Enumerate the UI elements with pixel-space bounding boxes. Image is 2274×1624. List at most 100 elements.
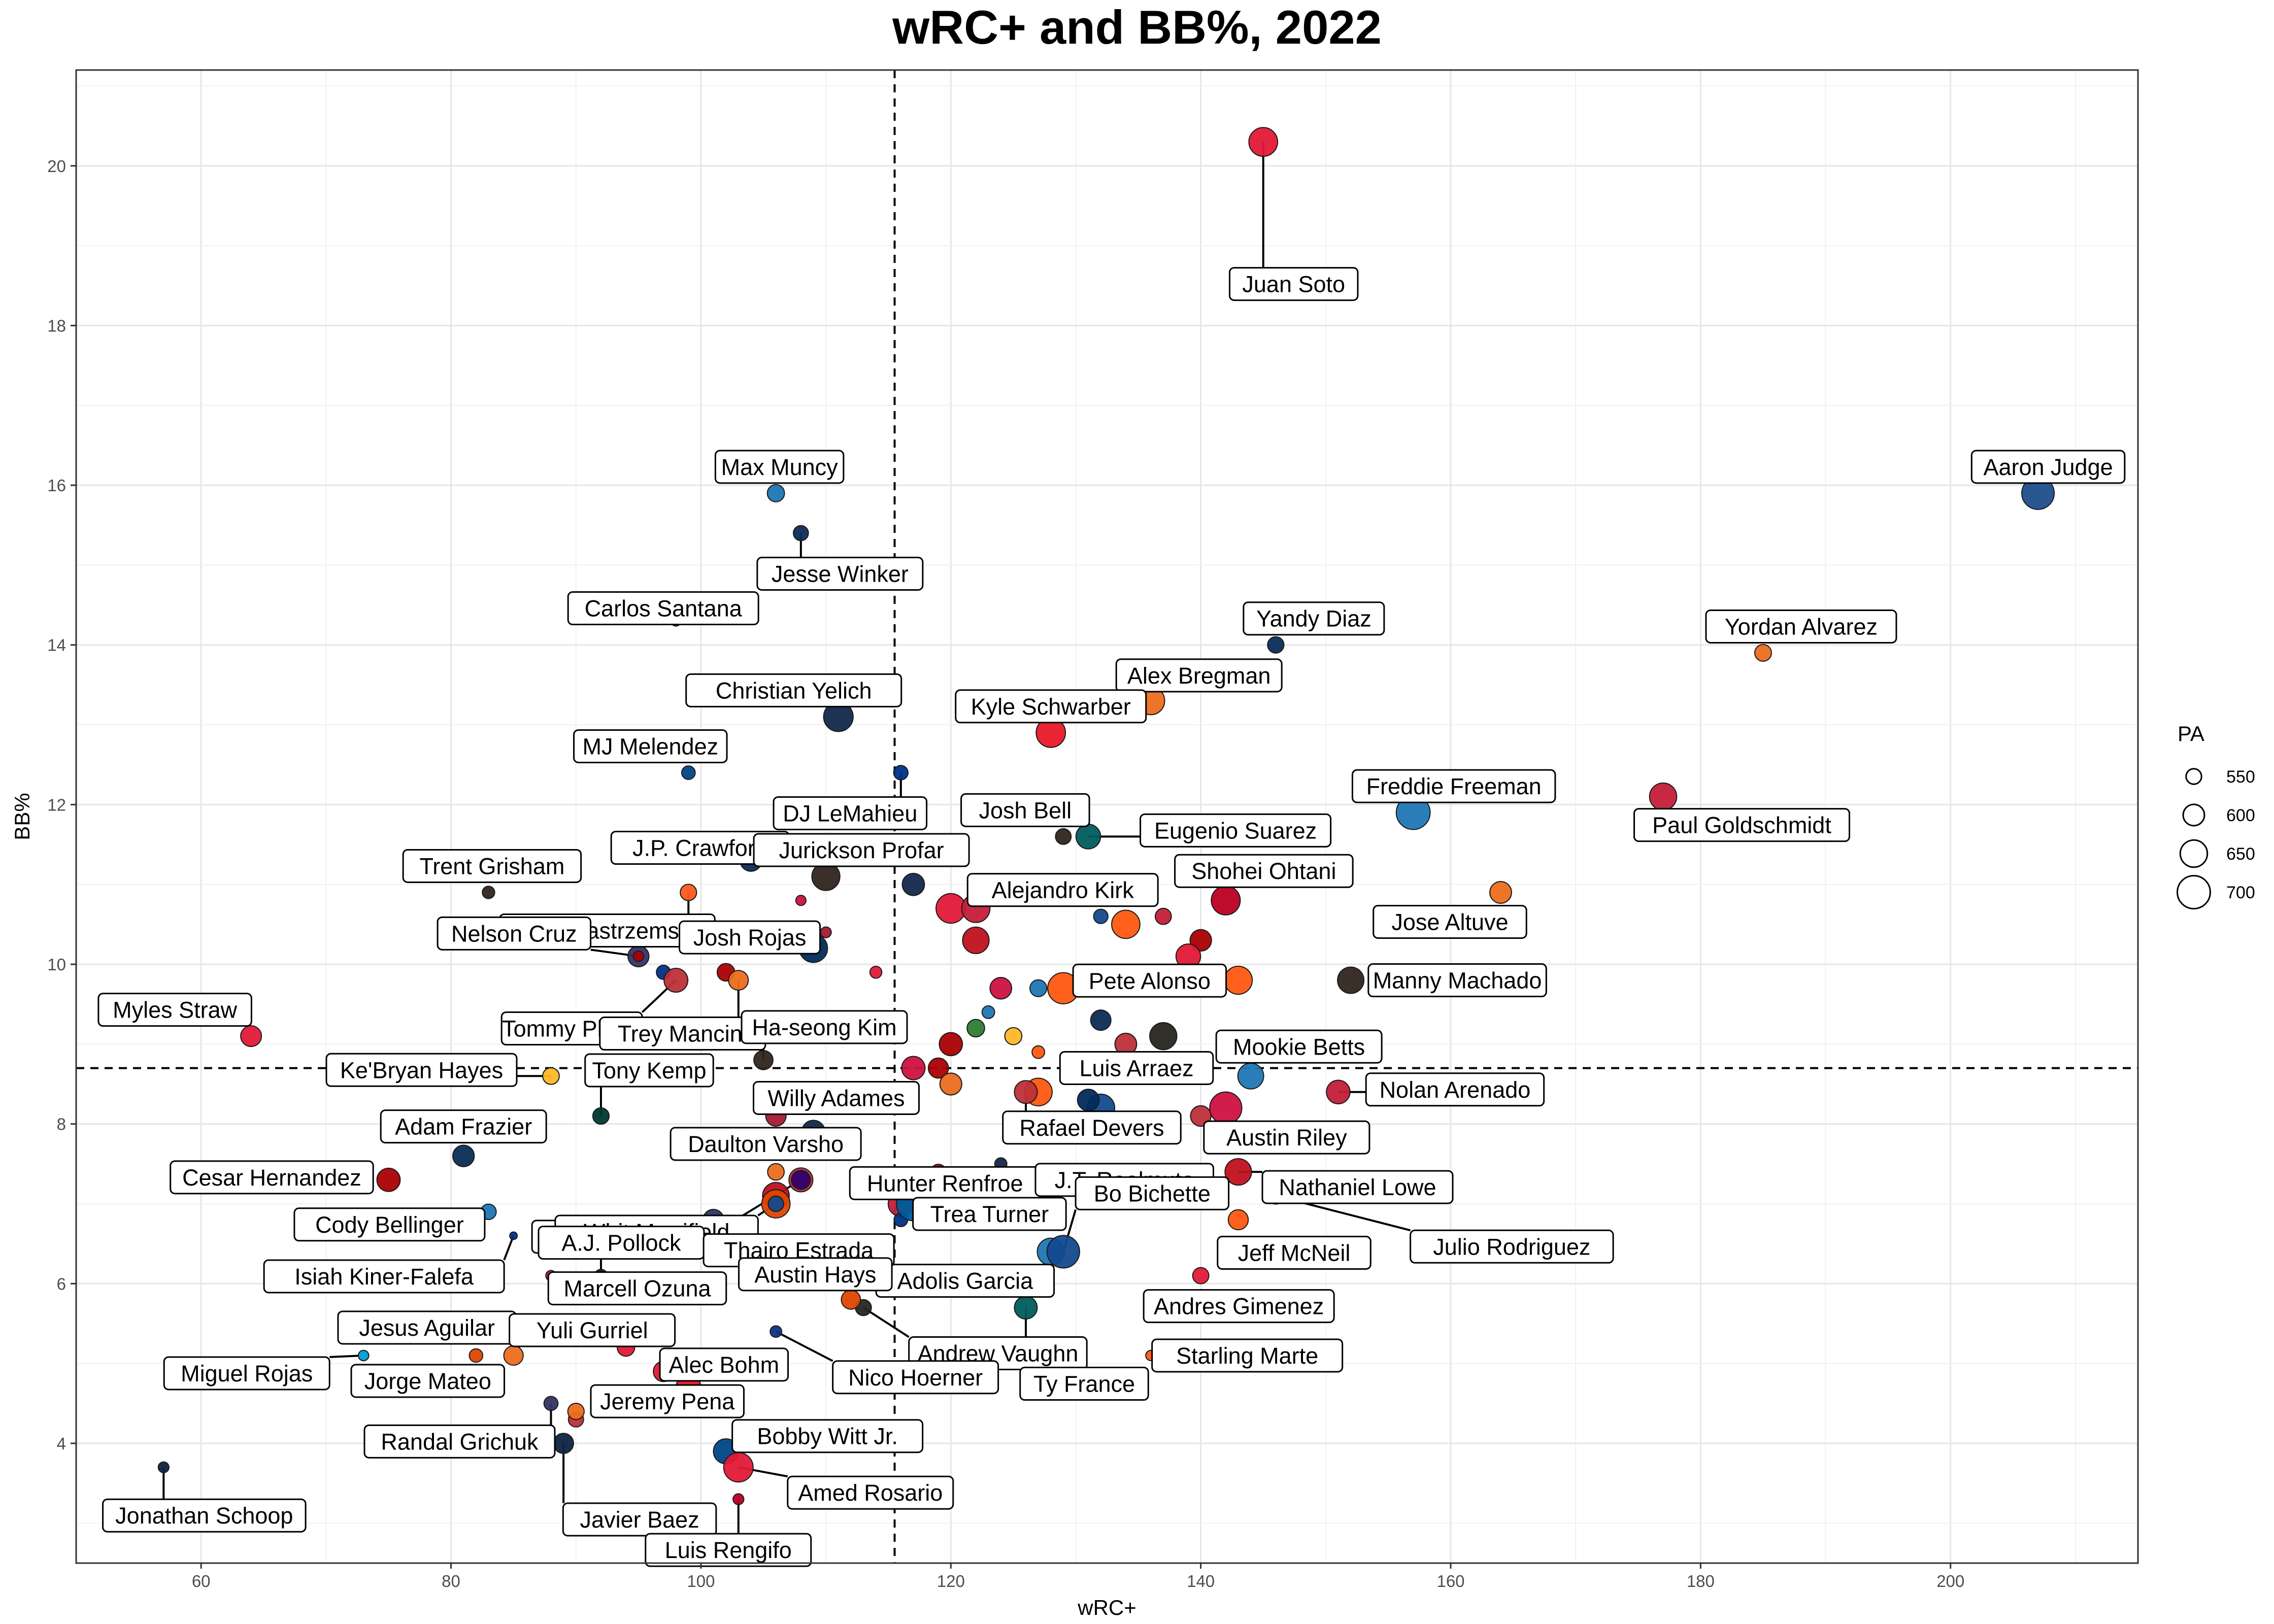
point-label-text: Bo Bichette [1094,1180,1211,1206]
data-point [1337,966,1365,994]
point-labels: Aaron Judge Juan Soto Yordan Alvarez Paul G… [97,267,2126,1567]
x-tick-label: 140 [1187,1572,1215,1591]
data-point [1014,1296,1038,1320]
point-label-text: Javier Baez [580,1507,699,1533]
point-label-box [573,729,728,763]
data-point [1046,1235,1080,1269]
point-label: Amed Rosario [787,1475,954,1510]
point-label: Manny Machado [1367,963,1547,998]
point-label: Josh Bell [960,793,1090,827]
point-label-text: Manny Machado [1373,968,1542,994]
point-label: Myles Straw [97,993,252,1027]
point-label: Trea Turner [912,1197,1067,1231]
data-point [543,1396,559,1411]
point-label-box [966,873,1159,907]
data-point [966,1019,985,1038]
point-label-box [1243,601,1385,636]
y-tick-label: 8 [57,1115,66,1134]
data-point [791,1170,811,1190]
data-point [1149,1022,1178,1051]
point-label: Ke'Bryan Hayes [325,1053,518,1087]
point-label-text: Paul Goldschmidt [1652,813,1831,838]
data-point [901,872,925,896]
point-label: Alejandro Kirk [966,873,1159,907]
data-point [1267,636,1285,654]
point-label: Alex Bregman [1115,658,1283,693]
point-label: Jorge Mateo [350,1364,506,1398]
point-label-box [1115,658,1283,693]
point-label-text: Nico Hoerner [848,1365,983,1391]
data-point [503,1345,524,1366]
point-label-box [714,450,845,484]
point-label-box [170,1160,374,1195]
y-tick-label: 18 [47,316,66,335]
legend-circle [2185,768,2202,785]
point-label-box [1373,904,1527,939]
data-point [1223,965,1253,995]
point-label-text: DJ LeMahieu [783,800,917,826]
point-label-text: Luis Arraez [1080,1056,1194,1081]
point-label-box [1059,1051,1214,1086]
x-tick-label: 120 [937,1572,965,1591]
point-label-text: Jorge Mateo [364,1368,491,1394]
point-label-text: Alec Bohm [668,1352,779,1378]
data-point [1093,908,1109,924]
point-label-text: Trea Turner [930,1201,1049,1227]
point-label-box [437,916,592,951]
point-label-text: Cody Bellinger [315,1212,464,1238]
point-label-box [741,1010,908,1044]
point-label-text: Juan Soto [1242,272,1345,297]
point-label: Jesus Aguilar [337,1310,517,1345]
legend-circle [2177,875,2211,909]
point-label-text: Yandy Diaz [1256,606,1372,632]
data-point [553,1433,574,1454]
data-point [767,1195,784,1212]
point-label-text: MJ Melendez [582,733,718,759]
data-point [795,895,807,906]
point-label-box [773,796,928,830]
data-point [989,976,1013,1000]
point-label-box [1002,1110,1182,1145]
legend-label: 550 [2226,767,2255,787]
point-label-box [752,1080,920,1115]
x-tick-label: 180 [1687,1572,1715,1591]
data-point [567,1402,585,1420]
point-label-box [753,833,970,867]
point-label-text: Trent Grisham [419,853,564,879]
point-label: Shohei Ohtani [1174,854,1354,888]
data-point [1192,1267,1210,1284]
data-point [939,1032,963,1057]
point-label-box [738,1257,893,1292]
data-point [1224,1158,1252,1186]
data-point [1649,782,1678,811]
point-label: Trey Mancini [599,1017,766,1051]
point-label: Ha-seong Kim [741,1010,908,1044]
point-label-box [1228,267,1359,301]
point-label-box [402,849,582,883]
data-point [452,1144,475,1167]
point-label-text: Max Muncy [721,454,839,480]
legend-circle [2179,839,2209,868]
point-label-text: Austin Riley [1226,1125,1347,1151]
data-point [869,966,883,979]
point-label-text: Isiah Kiner-Falefa [294,1264,474,1290]
point-label: Jeremy Pena [590,1384,745,1418]
y-tick-label: 16 [47,476,66,495]
data-point [841,1289,861,1310]
point-label: Pete Alonso [1072,963,1227,998]
point-label: Luis Rengifo [645,1533,812,1567]
point-label: Paul Goldschmidt [1633,808,1851,842]
data-point [1090,1009,1112,1031]
point-label-box [670,1127,862,1161]
data-point [1004,1027,1023,1045]
point-label-text: Amed Rosario [798,1480,943,1506]
point-label-box [102,1498,307,1533]
point-label: Willy Adames [752,1080,920,1115]
point-label-text: Luis Rengifo [665,1537,792,1563]
point-label-text: Carlos Santana [585,596,743,622]
point-label-text: J.P. Crawford [632,835,768,861]
point-label: Adolis Garcia [875,1264,1055,1298]
point-label: A.J. Pollock [538,1226,705,1260]
